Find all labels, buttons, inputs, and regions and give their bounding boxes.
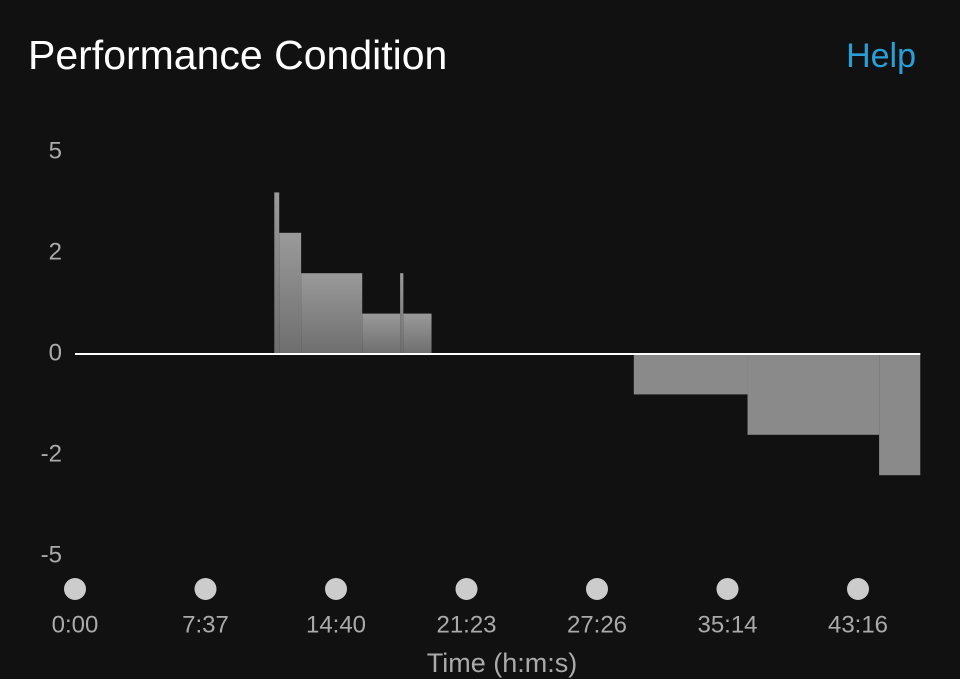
- step-bar: [879, 354, 921, 476]
- step-bar: [301, 273, 363, 354]
- step-bar: [362, 313, 401, 354]
- x-tick-label: 35:14: [697, 611, 757, 638]
- y-tick-label: 0: [49, 339, 62, 366]
- x-tick-label: 27:26: [567, 611, 627, 638]
- x-tick-dot: [325, 578, 347, 600]
- x-tick-dot: [455, 578, 478, 600]
- step-bar: [274, 192, 280, 354]
- x-tick-dot: [64, 578, 86, 600]
- y-tick-label: -5: [41, 541, 62, 568]
- x-tick-label: 43:16: [828, 611, 888, 638]
- step-bar: [747, 354, 880, 435]
- x-tick-label: 14:40: [306, 611, 366, 638]
- y-tick-label: -2: [41, 440, 62, 467]
- help-link[interactable]: Help: [846, 37, 916, 75]
- x-tick-label: 21:23: [436, 611, 496, 638]
- y-tick-label: 2: [49, 238, 62, 265]
- x-tick-label: 7:37: [182, 611, 229, 638]
- x-tick-dot: [716, 578, 739, 600]
- page-title: Performance Condition: [28, 32, 447, 78]
- step-bar: [403, 313, 432, 354]
- x-tick-dot: [847, 578, 869, 600]
- step-bar: [279, 232, 302, 354]
- y-tick-label: 5: [49, 137, 62, 164]
- step-bar: [633, 354, 748, 395]
- plot: 5 2 0 -2 -5 0:00 7:37 14:40 21:23 27:26 35:14 43:16: [41, 137, 921, 638]
- x-axis-label: Time (h:m:s): [427, 648, 578, 678]
- step-bar: [400, 273, 404, 354]
- x-tick-label: 0:00: [52, 611, 99, 638]
- x-tick-dot: [194, 578, 217, 600]
- x-tick-dot: [586, 578, 608, 600]
